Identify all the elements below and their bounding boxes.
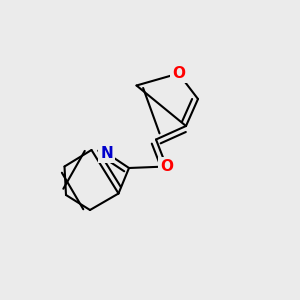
Text: O: O xyxy=(172,66,185,81)
Text: N: N xyxy=(100,146,113,160)
Text: O: O xyxy=(160,159,173,174)
